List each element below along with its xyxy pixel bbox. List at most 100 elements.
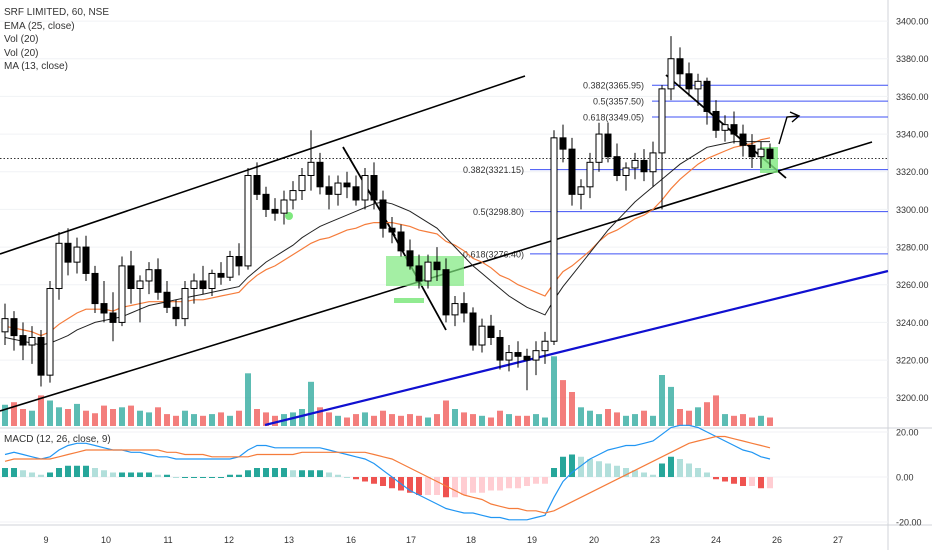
candle xyxy=(172,299,180,327)
candle xyxy=(136,275,144,323)
macd-histogram-bar xyxy=(731,477,737,484)
candle-body xyxy=(100,303,108,314)
candle xyxy=(496,329,504,370)
candle-body xyxy=(460,303,468,314)
volume-bar xyxy=(380,410,386,426)
candle-body xyxy=(208,272,216,290)
macd-histogram-bar xyxy=(407,477,413,493)
macd-histogram-bar xyxy=(326,472,332,477)
candle-body xyxy=(694,80,702,90)
candle xyxy=(577,179,585,210)
volume-bar xyxy=(227,415,233,426)
candle-body xyxy=(415,265,423,282)
signal-line xyxy=(4,435,771,514)
candle-body xyxy=(604,133,612,158)
volume-bar xyxy=(758,415,764,426)
macd-histogram-bar xyxy=(569,454,575,477)
candle-body xyxy=(343,182,351,188)
volume-bar xyxy=(722,414,728,426)
candle-body xyxy=(685,73,693,90)
x-tick-label: 23 xyxy=(650,535,660,545)
volume-bar xyxy=(533,414,539,426)
candle xyxy=(1,303,9,346)
volume-bar xyxy=(542,417,548,426)
candle xyxy=(730,111,738,144)
candle xyxy=(37,329,45,387)
candle-body xyxy=(55,242,63,290)
candle-body xyxy=(631,159,639,169)
volume-bar xyxy=(605,409,611,426)
y-tick-label: 3260.00 xyxy=(896,280,929,290)
volume-bar xyxy=(389,414,395,426)
macd-histogram-bar xyxy=(218,477,224,478)
macd-y-tick-label: 20.00 xyxy=(896,428,919,438)
macd-histogram-bar xyxy=(749,477,755,486)
macd-histogram-bar xyxy=(389,477,395,489)
macd-histogram-bar xyxy=(632,470,638,477)
volume-bar xyxy=(668,386,674,426)
volume-bar xyxy=(218,412,224,426)
candle-body xyxy=(172,306,180,320)
channel-upper-line xyxy=(0,75,526,255)
candle xyxy=(244,167,252,270)
volume-bar xyxy=(416,415,422,426)
macd-histogram-bar xyxy=(434,477,440,495)
candle-body xyxy=(505,352,513,361)
candle xyxy=(541,331,549,364)
volume-bar xyxy=(713,395,719,426)
volume-bar xyxy=(560,380,566,426)
volume-bar xyxy=(614,412,620,426)
macd-histogram-bar xyxy=(758,477,764,489)
y-tick-label: 3320.00 xyxy=(896,167,929,177)
candle xyxy=(19,322,27,361)
candle-body xyxy=(595,133,603,163)
candle xyxy=(361,167,369,210)
volume-bar xyxy=(731,415,737,426)
candle xyxy=(118,256,126,327)
macd-histogram-bar xyxy=(479,477,485,493)
candle-body xyxy=(352,186,360,201)
candle xyxy=(514,341,522,368)
macd-histogram-bar xyxy=(668,456,674,477)
candle xyxy=(550,130,558,346)
candle xyxy=(478,318,486,353)
legend-ema[interactable]: EMA (25, close) xyxy=(4,20,75,32)
macd-histogram-bar xyxy=(119,472,125,477)
candle xyxy=(622,162,630,191)
candle-body xyxy=(226,255,234,278)
legend-symbol[interactable]: SRF LIMITED, 60, NSE xyxy=(4,7,110,18)
macd-histogram-bar xyxy=(659,463,665,477)
legend-ma[interactable]: MA (13, close) xyxy=(4,61,68,72)
volume-bar xyxy=(767,417,773,426)
volume-bar xyxy=(371,415,377,426)
candle-body xyxy=(163,291,171,308)
macd-histogram-bar xyxy=(506,477,512,489)
macd-histogram-bar xyxy=(587,459,593,477)
candle xyxy=(451,296,459,327)
x-tick-label: 12 xyxy=(224,535,234,545)
candle xyxy=(64,228,72,276)
legend: SRF LIMITED, 60, NSE EMA (25, close) Vol… xyxy=(4,6,109,74)
macd-legend[interactable]: MACD (12, 26, close, 9) xyxy=(4,434,111,445)
volume-bar xyxy=(101,405,107,426)
legend-vol-1[interactable]: Vol (20) xyxy=(4,34,39,45)
volume-bar xyxy=(2,404,8,426)
volume-bar xyxy=(236,410,242,426)
volume-bar xyxy=(569,392,575,426)
macd-histogram-bar xyxy=(722,477,728,482)
macd-histogram-bar xyxy=(371,477,377,484)
candle xyxy=(370,162,378,210)
macd-histogram-bar xyxy=(614,465,620,477)
volume-bar xyxy=(137,410,143,426)
legend-vol-2[interactable]: Vol (20) xyxy=(4,47,39,59)
candle-body xyxy=(658,88,666,154)
candle-body xyxy=(280,199,288,214)
y-tick-label: 3220.00 xyxy=(896,356,929,366)
candle xyxy=(559,124,567,163)
candle-body xyxy=(496,336,504,361)
volume-bar xyxy=(686,410,692,426)
candle-body xyxy=(19,335,27,346)
candle-body xyxy=(73,246,81,263)
volume-bar xyxy=(695,407,701,426)
